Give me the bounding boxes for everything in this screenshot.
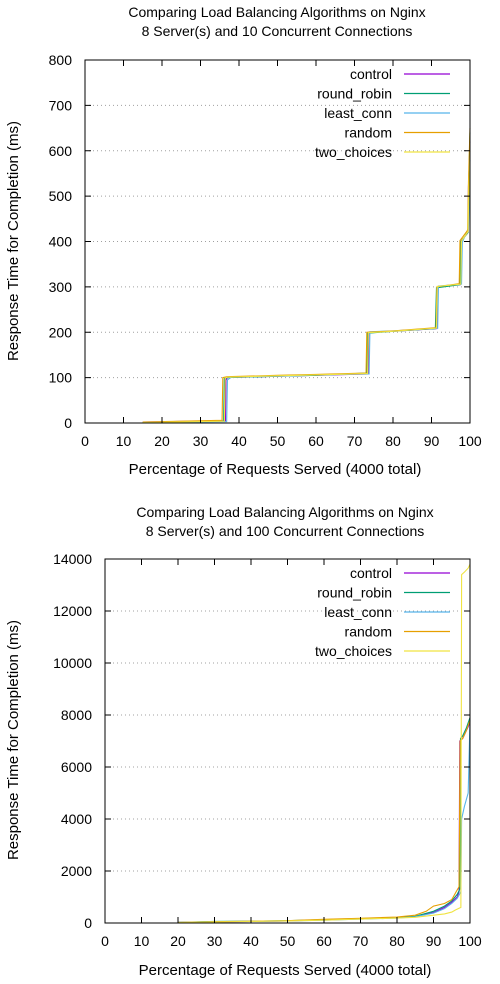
series-line-control — [142, 141, 471, 423]
x-tick-label: 30 — [207, 933, 223, 949]
series-lines — [142, 128, 471, 424]
x-tick-label: 50 — [270, 433, 286, 449]
x-tick-label: 0 — [81, 433, 89, 449]
y-tick-label: 300 — [49, 279, 73, 295]
x-tick-label: 70 — [353, 933, 369, 949]
y-tick-label: 6000 — [61, 759, 92, 775]
x-tick-label: 20 — [154, 433, 170, 449]
legend-label: random — [345, 624, 392, 640]
y-tick-label: 800 — [49, 52, 73, 68]
legend-label: random — [345, 125, 392, 141]
x-tick-label: 10 — [116, 433, 132, 449]
chart-top: Comparing Load Balancing Algorithms on N… — [5, 4, 482, 478]
x-tick-label: 40 — [243, 933, 259, 949]
y-tick-labels: 0 2000 4000 6000 8000 10000 12000 14000 — [53, 551, 92, 931]
x-tick-label: 80 — [385, 433, 401, 449]
y-tick-label: 12000 — [53, 603, 92, 619]
series-line-least-conn — [142, 159, 471, 424]
y-tick-label: 0 — [64, 415, 72, 431]
x-axis-label: Percentage of Requests Served (4000 tota… — [129, 461, 422, 478]
x-tick-label: 20 — [170, 933, 186, 949]
x-tick-label: 30 — [193, 433, 209, 449]
x-tick-label: 60 — [316, 933, 332, 949]
series-line-two-choices — [177, 563, 471, 924]
chart-title-line-2: 8 Server(s) and 10 Concurrent Connection… — [142, 23, 413, 39]
x-tick-labels: 0 10 20 30 40 50 60 70 80 90 100 — [101, 933, 482, 949]
x-tick-labels: 0 10 20 30 40 50 60 70 80 90 100 — [81, 433, 482, 449]
grid-lines — [85, 104, 470, 379]
series-line-two-choices — [142, 150, 471, 424]
y-tick-label: 700 — [49, 97, 73, 113]
y-axis-label: Response Time for Completion (ms) — [5, 620, 22, 860]
series-line-least-conn — [177, 720, 471, 924]
y-tick-label: 8000 — [61, 707, 92, 723]
x-tick-label: 0 — [101, 933, 109, 949]
series-line-control — [177, 722, 471, 924]
legend-label: least_conn — [324, 604, 392, 620]
y-tick-labels: 0 100 200 300 400 500 600 700 800 — [49, 52, 73, 431]
x-tick-label: 40 — [231, 433, 247, 449]
y-tick-label: 10000 — [53, 655, 92, 671]
legend-label: control — [350, 66, 392, 82]
y-tick-label: 4000 — [61, 811, 92, 827]
chart-title-line-2: 8 Server(s) and 100 Concurrent Connectio… — [146, 523, 425, 539]
y-tick-label: 100 — [49, 370, 73, 386]
x-axis-label: Percentage of Requests Served (4000 tota… — [139, 962, 432, 979]
grid-lines — [105, 610, 470, 872]
x-tick-label: 100 — [458, 433, 482, 449]
legend-label: least_conn — [324, 105, 392, 121]
legend-label: control — [350, 565, 392, 581]
x-tick-label: 50 — [280, 933, 296, 949]
series-lines — [177, 563, 471, 924]
x-tick-label: 10 — [134, 933, 150, 949]
y-tick-label: 200 — [49, 324, 73, 340]
chart-title-line-1: Comparing Load Balancing Algorithms on N… — [136, 504, 433, 520]
series-line-round-robin — [142, 132, 471, 424]
legend-label: two_choices — [315, 643, 392, 659]
tick-marks — [104, 558, 471, 924]
legend-label: round_robin — [317, 585, 392, 601]
y-axis-label: Response Time for Completion (ms) — [5, 121, 22, 361]
y-tick-label: 500 — [49, 188, 73, 204]
chart-bottom: Comparing Load Balancing Algorithms on N… — [5, 504, 482, 979]
y-tick-label: 400 — [49, 234, 73, 250]
y-tick-label: 14000 — [53, 551, 92, 567]
series-line-round-robin — [177, 717, 471, 924]
series-line-random — [142, 128, 471, 423]
x-tick-label: 90 — [424, 433, 440, 449]
y-tick-label: 0 — [84, 915, 92, 931]
y-tick-label: 2000 — [61, 863, 92, 879]
x-tick-label: 100 — [458, 933, 482, 949]
x-tick-label: 70 — [347, 433, 363, 449]
series-line-random — [177, 720, 471, 924]
chart-title-line-1: Comparing Load Balancing Algorithms on N… — [128, 4, 425, 20]
x-tick-label: 90 — [426, 933, 442, 949]
legend-label: round_robin — [317, 86, 392, 102]
x-tick-label: 80 — [389, 933, 405, 949]
legend-label: two_choices — [315, 144, 392, 160]
plot-frame — [104, 558, 471, 924]
y-tick-label: 600 — [49, 143, 73, 159]
x-tick-label: 60 — [308, 433, 324, 449]
tick-marks — [84, 59, 471, 424]
